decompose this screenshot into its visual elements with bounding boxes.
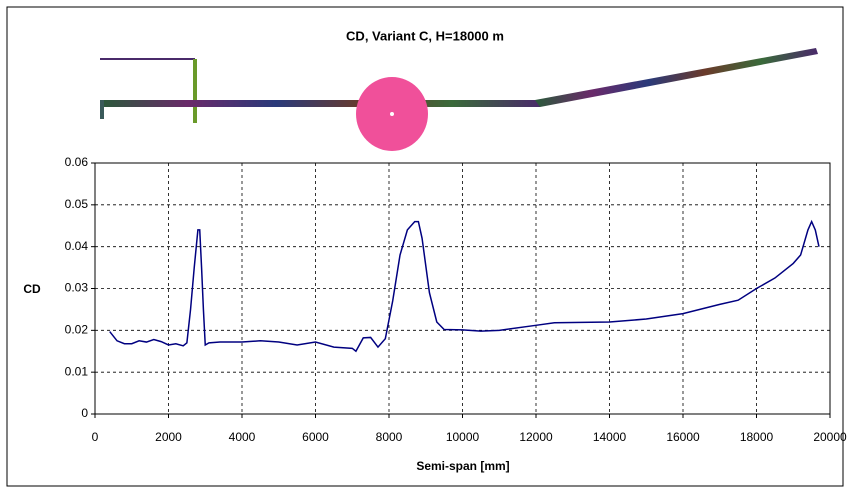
- x-tick-label: 10000: [446, 430, 480, 444]
- chart-title: CD, Variant C, H=18000 m: [346, 28, 504, 43]
- y-tick-label: 0.03: [65, 281, 89, 295]
- y-tick-label: 0.01: [65, 364, 89, 378]
- x-tick-label: 20000: [813, 430, 847, 444]
- y-tick-label: 0.02: [65, 323, 89, 337]
- x-axis-label: Semi-span [mm]: [416, 459, 509, 473]
- x-tick-label: 16000: [666, 430, 700, 444]
- data-line: [109, 219, 820, 353]
- y-tick-label: 0.05: [65, 197, 89, 211]
- x-tick-label: 18000: [740, 430, 774, 444]
- y-tick-label: 0.04: [65, 239, 89, 253]
- y-axis-label: CD: [23, 282, 41, 296]
- x-tick-label: 0: [92, 430, 99, 444]
- x-tick-label: 14000: [593, 430, 627, 444]
- x-tick-label: 12000: [519, 430, 553, 444]
- plot-border: [94, 162, 831, 415]
- x-tick-label: 2000: [155, 430, 182, 444]
- x-tick-label: 4000: [229, 430, 256, 444]
- wing-planform: [100, 48, 818, 151]
- y-tick-label: 0: [81, 406, 88, 420]
- x-tick-label: 6000: [302, 430, 329, 444]
- y-tick-label: 0.06: [65, 155, 89, 169]
- x-tick-label: 8000: [376, 430, 403, 444]
